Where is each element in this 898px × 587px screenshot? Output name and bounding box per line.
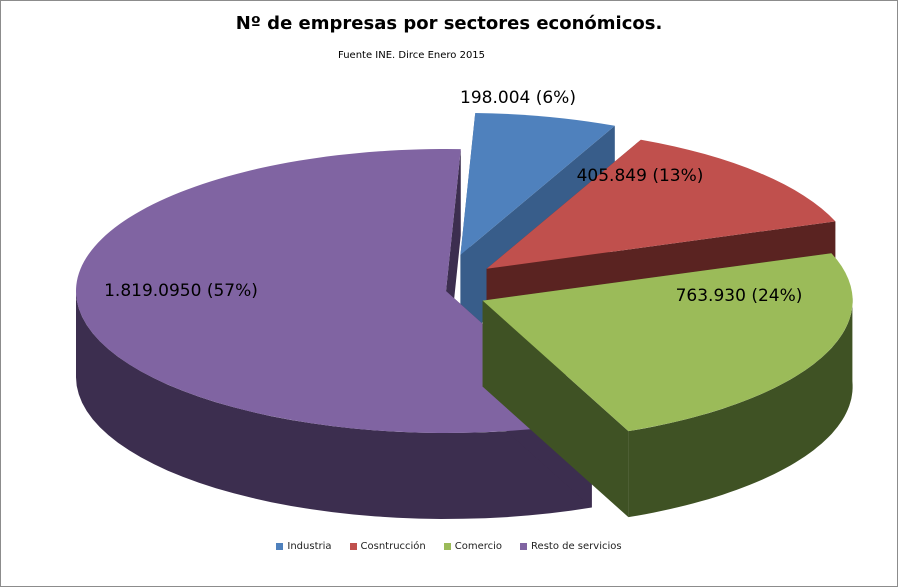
data-label-comercio: 763.930 (24%) bbox=[676, 286, 803, 306]
pie-slice-comercio bbox=[482, 253, 853, 518]
pie-slice-top bbox=[486, 139, 836, 269]
legend-swatch bbox=[443, 543, 451, 550]
pie-slice-side bbox=[76, 291, 592, 519]
legend-swatch bbox=[520, 543, 528, 550]
legend-item-resto-de-servicios: Resto de servicios bbox=[520, 541, 622, 552]
pie-slice-side bbox=[628, 295, 853, 518]
legend-label: Resto de servicios bbox=[531, 541, 622, 552]
data-label-resto-de-servicios: 1.819.0950 (57%) bbox=[104, 281, 258, 301]
legend-item-comercio: Comercio bbox=[443, 541, 503, 552]
pie-slice-top bbox=[460, 112, 615, 255]
pie-slice-top bbox=[482, 253, 853, 432]
pie-slice-cut-face bbox=[482, 300, 629, 518]
legend-swatch bbox=[276, 543, 284, 550]
data-label-cosntruccion: 405.849 (13%) bbox=[577, 166, 704, 186]
pie-slice-top bbox=[75, 149, 592, 434]
legend-label: Comercio bbox=[454, 541, 503, 552]
legend-label: Industria bbox=[287, 541, 332, 552]
legend-item-industria: Industria bbox=[276, 541, 332, 552]
chart-title: Nº de empresas por sectores económicos. bbox=[235, 13, 663, 34]
chart-subtitle: Fuente INE. Dirce Enero 2015 bbox=[338, 50, 486, 61]
legend-item-construccion: Cosntrucción bbox=[349, 541, 426, 552]
legend-swatch bbox=[349, 543, 357, 550]
chart-legend: Industria Cosntrucción Comercio Resto de… bbox=[1, 541, 897, 552]
data-label-industria: 198.004 (6%) bbox=[460, 88, 576, 108]
legend-label: Cosntrucción bbox=[360, 541, 426, 552]
